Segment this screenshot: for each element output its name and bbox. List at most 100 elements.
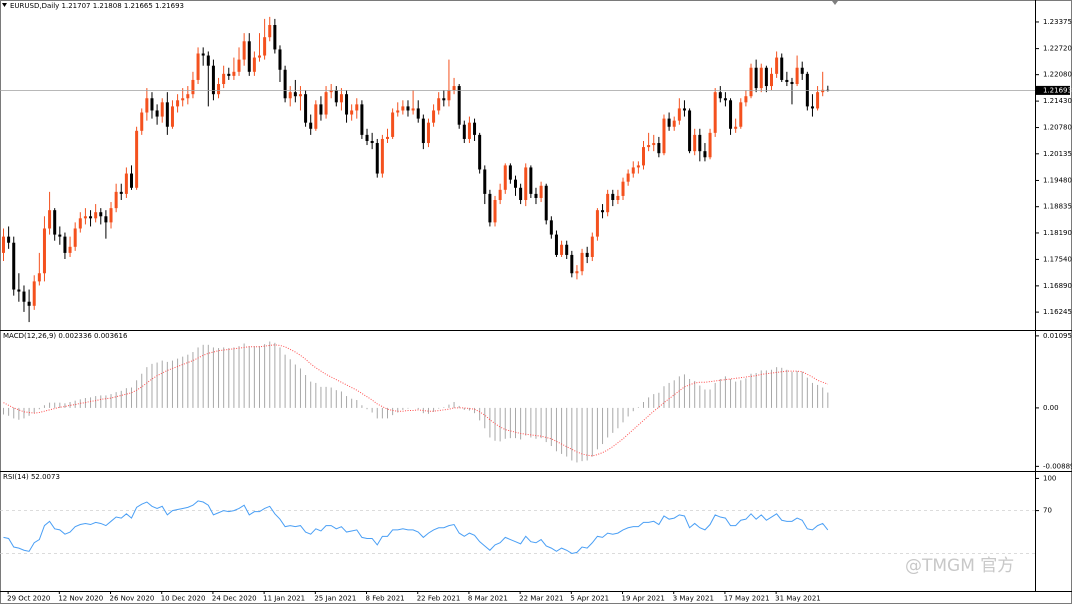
candle-body <box>12 242 16 290</box>
rsi-line <box>3 500 829 555</box>
candle-body <box>554 234 558 255</box>
candle-body <box>350 110 354 115</box>
candle-body <box>488 193 492 223</box>
candle-body <box>401 106 405 111</box>
candle-body <box>391 112 395 137</box>
y-tick-label: 1.20780 <box>1043 124 1072 132</box>
candle-body <box>677 108 681 121</box>
candle-body <box>432 110 436 123</box>
candle-body <box>452 86 456 91</box>
x-tick-label: 3 May 2021 <box>673 595 714 603</box>
candle-body <box>642 147 645 166</box>
candle-body <box>191 79 195 95</box>
candle-body <box>242 41 246 60</box>
candle-body <box>570 254 574 274</box>
candle-body <box>247 41 251 72</box>
candle-body <box>150 98 154 111</box>
candle-body <box>48 210 52 229</box>
candle-body <box>355 104 359 111</box>
candle-body <box>621 181 625 196</box>
candle-body <box>78 218 82 229</box>
candle-body <box>211 65 215 95</box>
candle-body <box>222 73 226 85</box>
candle-body <box>227 73 231 76</box>
candle-body <box>380 138 384 174</box>
candle-body <box>27 301 31 306</box>
candle-body <box>160 102 164 117</box>
x-tick-label: 29 Oct 2020 <box>7 595 50 603</box>
candle-body <box>89 216 93 219</box>
candle-body <box>53 210 57 235</box>
candle-body <box>186 94 190 99</box>
candle-body <box>293 92 297 97</box>
x-tick-label: 11 Jan 2021 <box>263 595 305 603</box>
candle-body <box>334 90 338 103</box>
candle-body <box>483 169 487 194</box>
candle-body <box>631 167 635 174</box>
y-tick-label: 1.18835 <box>1043 203 1072 211</box>
candle-body <box>754 67 758 89</box>
candle-body <box>375 143 379 174</box>
candle-body <box>68 246 72 253</box>
candle-body <box>698 134 702 152</box>
candle-body <box>759 67 763 89</box>
candle-body <box>83 216 87 219</box>
candle-body <box>217 84 221 95</box>
candle-body <box>713 92 717 133</box>
y-tick-label: 0.00 <box>1043 404 1059 412</box>
candle-body <box>304 94 308 123</box>
x-tick-label: 25 Jan 2021 <box>314 595 356 603</box>
x-tick-label: 10 Dec 2020 <box>161 595 206 603</box>
candle-body <box>63 236 67 253</box>
candle-body <box>319 104 323 115</box>
candle-body <box>437 98 441 111</box>
candle-body <box>170 106 174 127</box>
y-tick-label: 100 <box>1043 474 1056 482</box>
y-tick-label: 1.22720 <box>1043 45 1072 53</box>
x-tick-label: 19 Apr 2021 <box>622 595 665 603</box>
y-tick-label: 70 <box>1043 507 1052 515</box>
candle-body <box>544 185 548 221</box>
last-price-label: 1.21693 <box>1043 86 1072 94</box>
candle-body <box>447 90 451 101</box>
candle-body <box>206 55 210 66</box>
candle-body <box>457 86 461 125</box>
candle-body <box>181 98 185 101</box>
candle-body <box>816 92 820 109</box>
candle-body <box>519 187 523 200</box>
candle-body <box>42 228 46 274</box>
candle-body <box>94 212 98 219</box>
x-tick-label: 22 Feb 2021 <box>417 595 461 603</box>
candle-body <box>22 291 26 302</box>
candle-body <box>7 236 11 243</box>
candle-body <box>442 98 446 101</box>
macd-signal <box>3 344 828 457</box>
x-tick-label: 5 Apr 2021 <box>570 595 609 603</box>
candle-body <box>682 108 686 111</box>
candle-body <box>693 134 697 152</box>
candle-body <box>2 236 5 253</box>
candle-body <box>165 102 169 127</box>
y-tick-label: 1.16890 <box>1043 282 1072 290</box>
x-tick-label: 8 Feb 2021 <box>366 595 405 603</box>
candle-body <box>549 220 553 235</box>
candle-body <box>800 67 804 74</box>
indicator-title: RSI(14) 52.0073 <box>3 473 60 481</box>
candle-body <box>575 271 579 274</box>
candle-body <box>657 143 661 154</box>
candle-body <box>606 193 610 213</box>
x-tick-label: 22 Mar 2021 <box>519 595 563 603</box>
candle-body <box>467 122 471 139</box>
candle-body <box>580 252 584 272</box>
candle-body <box>411 108 415 111</box>
menu-icon[interactable] <box>2 3 7 7</box>
candle-body <box>462 124 466 139</box>
y-tick-label: 1.22080 <box>1043 71 1072 79</box>
candle-body <box>406 106 410 111</box>
y-tick-label: 1.17540 <box>1043 255 1072 263</box>
candle-body <box>749 67 753 97</box>
candle-body <box>140 112 144 131</box>
candle-body <box>17 289 21 292</box>
